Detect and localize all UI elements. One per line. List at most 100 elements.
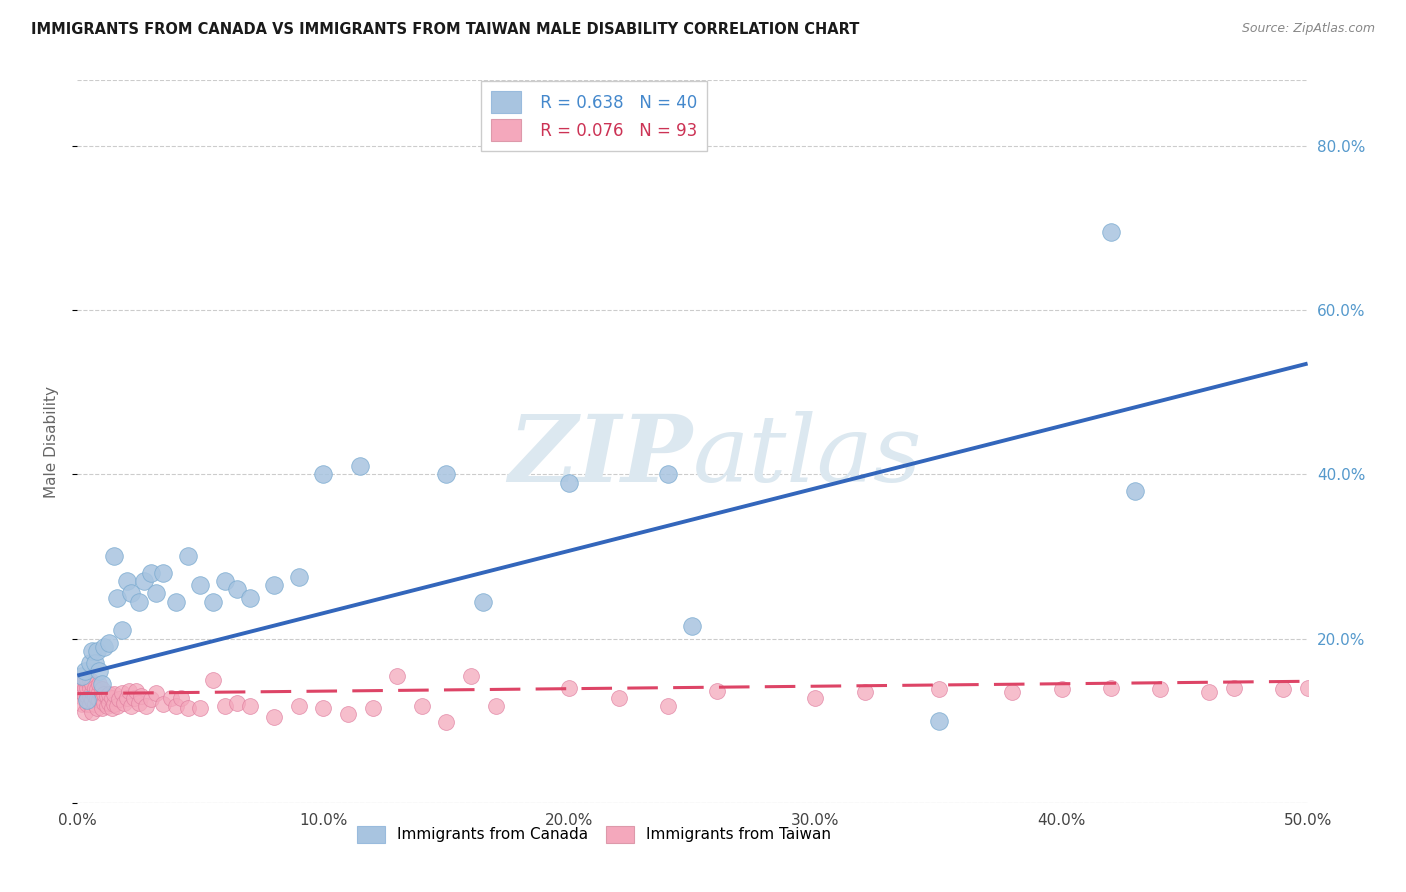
Point (152, 698, 174, 712)
Point (312, 467, 335, 482)
Point (928, 714, 950, 728)
Point (76, 693, 98, 707)
Point (76, 689, 98, 703)
Point (214, 574, 236, 588)
Point (239, 591, 262, 605)
Point (98, 687, 121, 701)
Point (103, 698, 125, 712)
Point (436, 467, 458, 482)
Point (263, 709, 285, 723)
Point (226, 696, 249, 710)
Point (89, 677, 111, 691)
Point (1223, 681, 1246, 695)
Point (90, 701, 114, 715)
Point (111, 624, 132, 638)
Point (128, 696, 150, 710)
Point (239, 698, 262, 713)
Point (90, 690, 114, 705)
Point (115, 690, 138, 705)
Point (79, 698, 101, 712)
Point (1296, 681, 1319, 695)
Point (472, 594, 495, 608)
Point (82, 685, 104, 699)
Point (101, 701, 124, 715)
Point (460, 668, 482, 682)
Point (129, 689, 153, 703)
Point (105, 698, 128, 713)
Point (177, 701, 200, 715)
Point (112, 696, 135, 710)
Point (82, 677, 104, 691)
Point (165, 594, 187, 608)
Point (79, 681, 101, 695)
Point (188, 578, 212, 592)
Point (103, 687, 125, 701)
Point (436, 715, 458, 730)
Point (82, 693, 104, 707)
Point (141, 692, 163, 706)
Point (485, 698, 508, 713)
Point (349, 459, 371, 474)
Point (188, 701, 212, 715)
Point (657, 698, 679, 713)
Point (706, 684, 728, 698)
Point (83, 657, 105, 671)
Point (108, 692, 131, 706)
Point (98, 636, 121, 650)
Point (558, 475, 581, 490)
Point (135, 698, 157, 713)
Point (82, 644, 104, 658)
Point (558, 681, 581, 695)
Point (312, 701, 335, 715)
Point (86, 701, 108, 715)
Point (214, 698, 236, 713)
Point (89, 685, 111, 699)
Point (1099, 225, 1122, 239)
Point (411, 698, 433, 713)
Legend: Immigrants from Canada, Immigrants from Taiwan: Immigrants from Canada, Immigrants from … (352, 820, 837, 849)
Point (73, 681, 96, 695)
Text: ZIP: ZIP (508, 411, 693, 501)
Point (201, 673, 224, 687)
Point (361, 701, 384, 715)
Point (132, 574, 155, 588)
Point (83, 689, 105, 703)
Point (98, 696, 121, 710)
Point (89, 693, 111, 707)
Point (105, 591, 128, 605)
Point (73, 665, 96, 679)
Point (90, 677, 114, 691)
Point (79, 689, 101, 703)
Point (145, 686, 167, 700)
Point (103, 549, 125, 564)
Point (1099, 681, 1122, 695)
Point (337, 707, 360, 722)
Point (73, 706, 96, 720)
Y-axis label: Male Disability: Male Disability (44, 385, 59, 498)
Point (288, 698, 311, 713)
Point (170, 690, 193, 705)
Point (69, 673, 91, 687)
Point (90, 682, 114, 697)
Point (152, 566, 174, 580)
Point (69, 689, 91, 703)
Point (607, 690, 630, 705)
Point (115, 574, 138, 588)
Point (96, 698, 118, 713)
Point (83, 681, 105, 695)
Point (76, 681, 98, 695)
Point (70, 677, 93, 691)
Point (160, 690, 183, 705)
Point (93, 640, 115, 654)
Point (76, 673, 98, 687)
Point (1125, 483, 1147, 498)
Point (79, 657, 101, 671)
Point (226, 582, 249, 597)
Point (165, 698, 187, 713)
Point (70, 698, 93, 712)
Point (73, 673, 96, 687)
Point (101, 690, 124, 705)
Point (118, 684, 141, 698)
Point (96, 689, 118, 703)
Point (804, 690, 827, 705)
